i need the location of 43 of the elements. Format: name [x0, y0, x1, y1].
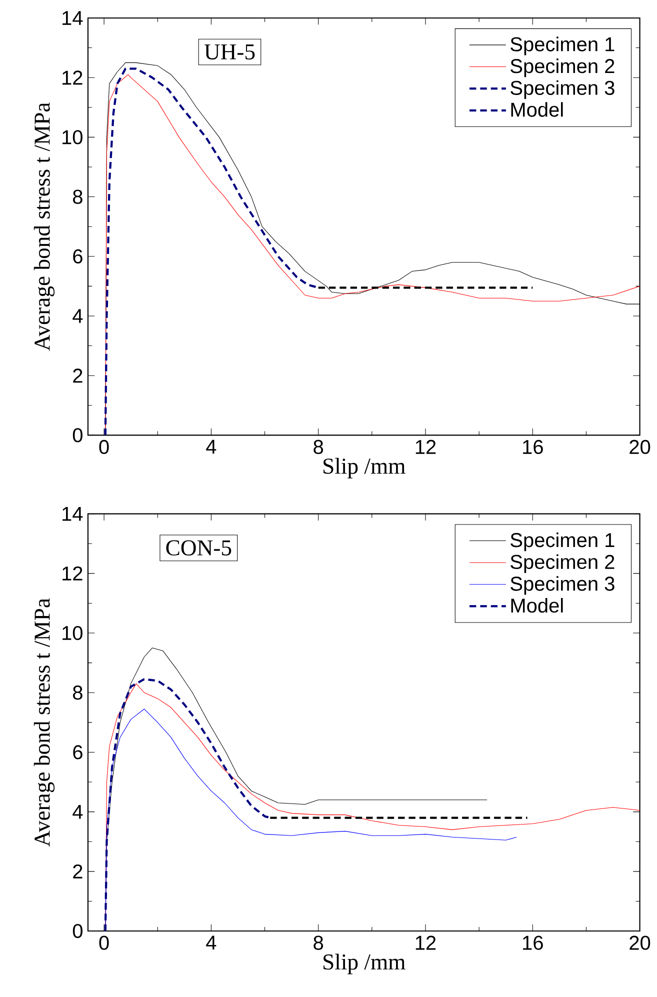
y-tick-label: 2: [73, 368, 82, 383]
x-tick-label: 4: [206, 936, 216, 950]
legend-label: Specimen 1: [510, 36, 614, 56]
annotation: CON-5: [166, 540, 232, 556]
x-tick-label: 0: [99, 440, 109, 454]
x-axis-title: Slip /mm: [323, 458, 406, 478]
y-tick-label: 10: [62, 130, 82, 144]
legend-label: Specimen 3: [510, 576, 614, 595]
y-tick-label: 14: [62, 11, 83, 25]
legend-label: Specimen 3: [510, 80, 614, 99]
x-tick-label: 0: [99, 936, 109, 950]
y-tick-label: 4: [72, 804, 83, 819]
x-tick-label: 20: [630, 440, 650, 454]
x-tick-label: 12: [416, 936, 436, 950]
y-tick-label: 2: [73, 864, 82, 878]
y-axis-title: Average bond stress t /MPa: [34, 102, 54, 351]
annotation: UH-5: [204, 44, 255, 60]
x-axis-title: Slip /mm: [323, 954, 406, 974]
x-tick-label: 16: [523, 936, 543, 950]
x-tick-label: 8: [314, 936, 323, 950]
y-tick-label: 0: [72, 924, 82, 938]
y-tick-label: 8: [72, 686, 82, 700]
legend-label: Specimen 2: [510, 554, 614, 573]
y-axis-title: Average bond stress t /MPa: [34, 598, 54, 847]
x-tick-label: 20: [630, 936, 650, 950]
x-tick-label: 12: [416, 440, 436, 454]
x-tick-label: 16: [523, 440, 543, 454]
y-tick-label: 4: [72, 309, 83, 323]
y-tick-label: 0: [72, 428, 82, 442]
x-tick-label: 8: [314, 440, 323, 454]
legend-label: Specimen 1: [510, 532, 614, 552]
y-tick-label: 12: [62, 566, 82, 580]
y-tick-label: 6: [73, 745, 82, 760]
line-series: [104, 678, 272, 932]
y-tick-label: 8: [72, 190, 82, 204]
y-tick-label: 14: [62, 506, 83, 521]
legend-label: Model: [511, 598, 563, 613]
y-tick-label: 6: [73, 249, 82, 264]
y-tick-label: 10: [62, 626, 82, 640]
x-tick-label: 4: [206, 440, 216, 454]
y-tick-label: 12: [62, 70, 82, 85]
legend-label: Specimen 2: [510, 58, 614, 78]
legend-label: Model: [511, 102, 563, 117]
